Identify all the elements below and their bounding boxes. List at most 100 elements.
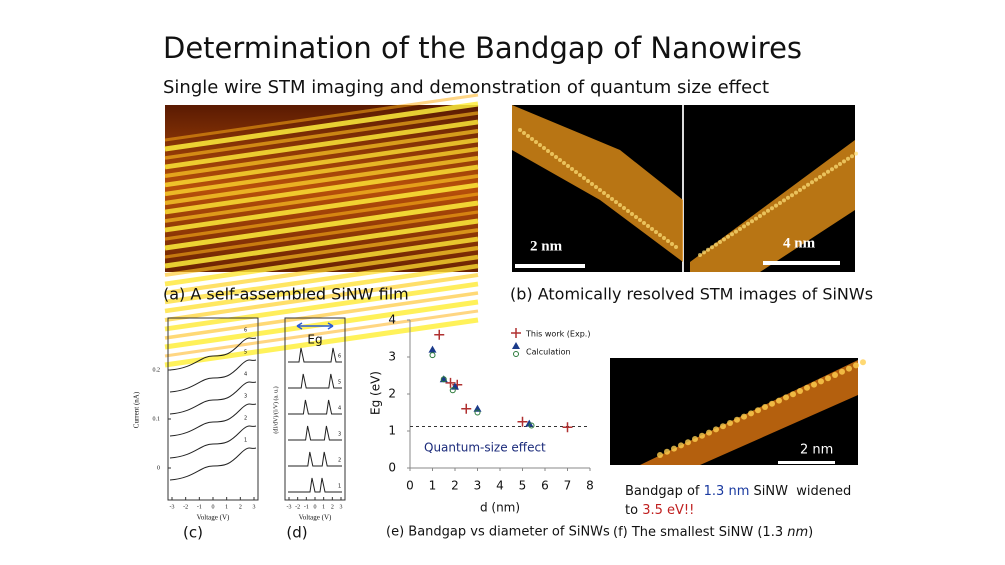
stripe (164, 254, 479, 305)
stripe (164, 309, 479, 358)
scale-label: 2 nm (530, 238, 563, 254)
atom (714, 242, 718, 247)
stm-image-f (610, 358, 866, 465)
stripe (164, 299, 479, 350)
x-tick-label: 1 (322, 504, 325, 510)
x-tick-label: -3 (287, 504, 292, 510)
atom (657, 452, 663, 458)
curve-label: 6 (244, 328, 247, 334)
atom (730, 232, 734, 237)
atom (818, 378, 824, 385)
atom (590, 182, 594, 186)
title: Determination of the Bandgap of Nanowire… (163, 31, 802, 65)
curve (288, 399, 342, 415)
atom (762, 211, 766, 216)
atom (811, 381, 817, 388)
atom (718, 240, 722, 244)
stripe (164, 218, 479, 269)
y-tick-label: 3 (388, 350, 396, 364)
x-tick-label: 3 (253, 504, 256, 510)
atom (614, 200, 618, 204)
point (473, 404, 482, 412)
atom (825, 375, 831, 382)
stripe (164, 192, 479, 241)
atom (518, 128, 522, 132)
legend-marker (513, 351, 519, 357)
annotation: Quantum-size effect (424, 441, 546, 455)
atom (818, 175, 822, 179)
atom (594, 185, 598, 189)
point (562, 422, 573, 433)
stripe (164, 263, 479, 314)
atom (522, 131, 526, 135)
x-tick-label: -1 (197, 504, 202, 510)
caption-a: (a) A self-assembled SiNW film (163, 285, 409, 304)
atom (546, 149, 550, 153)
atom (582, 176, 586, 180)
x-tick-label: 2 (451, 479, 459, 493)
atom (806, 182, 810, 187)
stripe (164, 164, 479, 215)
atom (598, 188, 602, 192)
stripe (164, 155, 479, 206)
curve-label: 5 (338, 380, 341, 386)
caption-d: (d) (286, 524, 307, 542)
atom (830, 167, 834, 172)
stripe (164, 174, 479, 223)
atom (797, 388, 803, 394)
note-part: 1.3 nm (704, 484, 750, 499)
x-tick-label: 2 (239, 504, 242, 510)
x-tick-label: 1 (225, 504, 228, 510)
atom (534, 140, 538, 144)
note-part: Bandgap of (625, 484, 704, 499)
atom (685, 439, 691, 446)
legend-label: This work (Exp.) (525, 330, 590, 339)
atom (826, 169, 830, 174)
caption-part: nm (787, 525, 808, 540)
subtitle: Single wire STM imaging and demonstratio… (163, 77, 769, 98)
scale-bar (763, 261, 840, 265)
atom (746, 221, 750, 226)
wire (512, 105, 683, 262)
atom (646, 224, 650, 228)
point (517, 416, 528, 427)
atom (734, 416, 740, 423)
atom (754, 216, 758, 221)
x-tick-label: 4 (496, 479, 504, 493)
atom (574, 170, 578, 174)
atom (630, 212, 634, 216)
atom (850, 154, 854, 159)
atom (846, 156, 850, 161)
atom (542, 146, 546, 150)
scale-label: 2 nm (800, 443, 833, 458)
curve-label: 6 (338, 354, 341, 360)
atom (626, 209, 630, 213)
curve-label: 4 (338, 406, 341, 412)
x-tick-label: 0 (314, 504, 317, 510)
atom (566, 164, 570, 168)
atom (786, 195, 790, 200)
point (525, 419, 534, 427)
atom (854, 151, 858, 156)
curve (288, 425, 342, 441)
x-axis-label: d (nm) (480, 501, 520, 515)
point (449, 387, 456, 394)
atom (774, 203, 778, 208)
atom (755, 407, 761, 414)
atom (692, 436, 698, 442)
caption-e: (e) Bandgap vs diameter of SiNWs (386, 525, 610, 540)
atom (538, 143, 542, 147)
atom (702, 250, 706, 255)
curve-label: 3 (244, 394, 247, 400)
point (440, 376, 447, 383)
y-axis-label: Current (nA) (133, 391, 141, 428)
x-tick-label: -1 (304, 504, 309, 510)
curve-label: 1 (338, 484, 341, 490)
atom (814, 177, 818, 182)
curve (169, 381, 257, 415)
stripe (164, 200, 479, 251)
caption-c: (c) (183, 524, 203, 542)
atom (530, 137, 534, 141)
curve (169, 403, 257, 437)
atom (654, 230, 658, 234)
